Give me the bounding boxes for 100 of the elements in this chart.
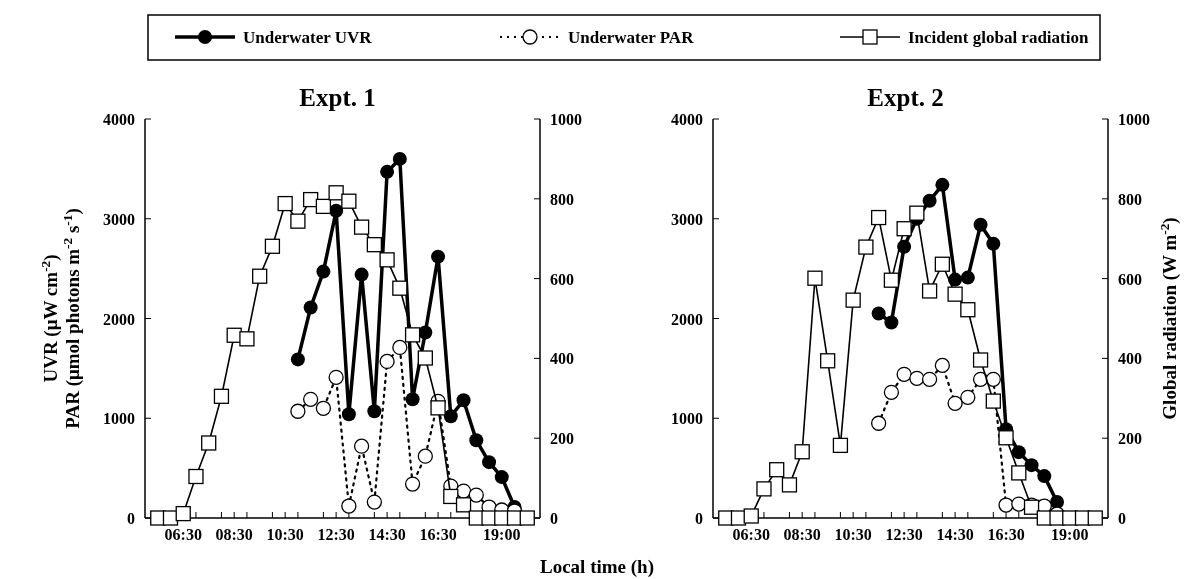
y-tick-label: 1000 <box>671 410 703 428</box>
point <box>883 272 900 288</box>
point <box>998 430 1014 446</box>
point <box>366 237 383 253</box>
x-tick-label: 08:30 <box>215 526 253 543</box>
point <box>730 510 747 526</box>
point <box>743 508 759 524</box>
y2-tick-label: 800 <box>550 190 574 208</box>
point <box>1037 469 1052 484</box>
point <box>277 195 293 212</box>
x-tick-label: 10:30 <box>266 526 304 543</box>
point <box>469 433 484 448</box>
point <box>947 286 963 302</box>
point <box>392 151 407 166</box>
point <box>1011 445 1026 460</box>
point <box>1011 465 1027 481</box>
point <box>896 366 912 383</box>
x-tick-label: 19:00 <box>483 526 521 543</box>
point <box>328 369 344 385</box>
y-tick-label: 2000 <box>671 310 703 328</box>
point <box>290 352 305 367</box>
point <box>934 256 951 272</box>
point <box>1087 510 1103 526</box>
y-tick-label: 4000 <box>671 111 703 128</box>
point <box>290 403 306 419</box>
point <box>934 357 951 374</box>
point <box>468 487 484 503</box>
point <box>960 389 976 405</box>
y2-tick-label: 1000 <box>550 111 582 128</box>
y2-tick-label: 400 <box>550 350 574 368</box>
point <box>935 177 950 192</box>
point <box>354 267 369 282</box>
point <box>329 203 344 218</box>
x-tick-label: 08:30 <box>783 526 821 543</box>
point <box>845 292 861 308</box>
point <box>443 488 459 505</box>
point <box>392 339 408 356</box>
point <box>201 435 217 451</box>
point <box>921 371 938 387</box>
point <box>239 331 255 347</box>
point <box>871 209 887 226</box>
point <box>303 191 319 208</box>
point <box>858 239 874 255</box>
point <box>820 353 836 369</box>
point <box>960 302 976 318</box>
point <box>519 510 535 526</box>
point <box>353 438 370 454</box>
point <box>328 185 344 201</box>
point <box>807 270 823 286</box>
point <box>264 238 281 254</box>
point <box>315 400 332 416</box>
y-tick-label: 4000 <box>103 111 135 128</box>
y2-tick-label: 0 <box>550 510 558 527</box>
x-tick-label: 19:00 <box>1051 526 1089 543</box>
y-tick-label: 3000 <box>103 210 135 228</box>
point <box>380 164 395 179</box>
point <box>366 494 383 510</box>
point <box>303 300 318 315</box>
point <box>1024 458 1039 473</box>
y2-tick-label: 600 <box>1118 270 1142 288</box>
x-tick-label: 12:30 <box>885 526 923 543</box>
point <box>290 213 306 229</box>
point <box>973 217 988 232</box>
point <box>871 306 886 321</box>
y2-tick-label: 400 <box>1118 350 1142 368</box>
y-tick-label: 2000 <box>103 310 135 328</box>
point <box>404 327 421 343</box>
point <box>341 407 356 422</box>
legend-label: Underwater UVR <box>243 28 373 47</box>
point <box>367 404 382 419</box>
x-axis-title: Local time (h) <box>540 556 654 578</box>
point <box>188 468 204 485</box>
y-tick-label: 3000 <box>671 210 703 228</box>
point <box>379 252 395 268</box>
point <box>341 193 357 209</box>
point <box>392 280 408 296</box>
point <box>947 395 963 411</box>
point <box>781 477 798 493</box>
point <box>794 444 810 460</box>
point <box>871 415 887 431</box>
y2-tick-label: 800 <box>1118 190 1142 208</box>
point <box>756 481 772 497</box>
point <box>341 498 357 514</box>
point <box>418 325 433 340</box>
point <box>456 393 471 408</box>
legend-label: Underwater PAR <box>568 28 695 47</box>
x-tick-label: 14:30 <box>368 526 406 543</box>
point <box>998 497 1014 513</box>
y-tick-label: 0 <box>695 510 703 527</box>
point <box>960 270 975 285</box>
point <box>213 388 230 404</box>
point <box>985 393 1001 409</box>
point <box>417 448 433 464</box>
point <box>162 510 179 526</box>
x-tick-label: 10:30 <box>834 526 872 543</box>
x-tick-label: 06:30 <box>732 526 770 543</box>
y2-tick-label: 600 <box>550 270 574 288</box>
point <box>986 236 1001 251</box>
x-tick-label: 16:30 <box>419 526 457 543</box>
point <box>832 437 849 454</box>
